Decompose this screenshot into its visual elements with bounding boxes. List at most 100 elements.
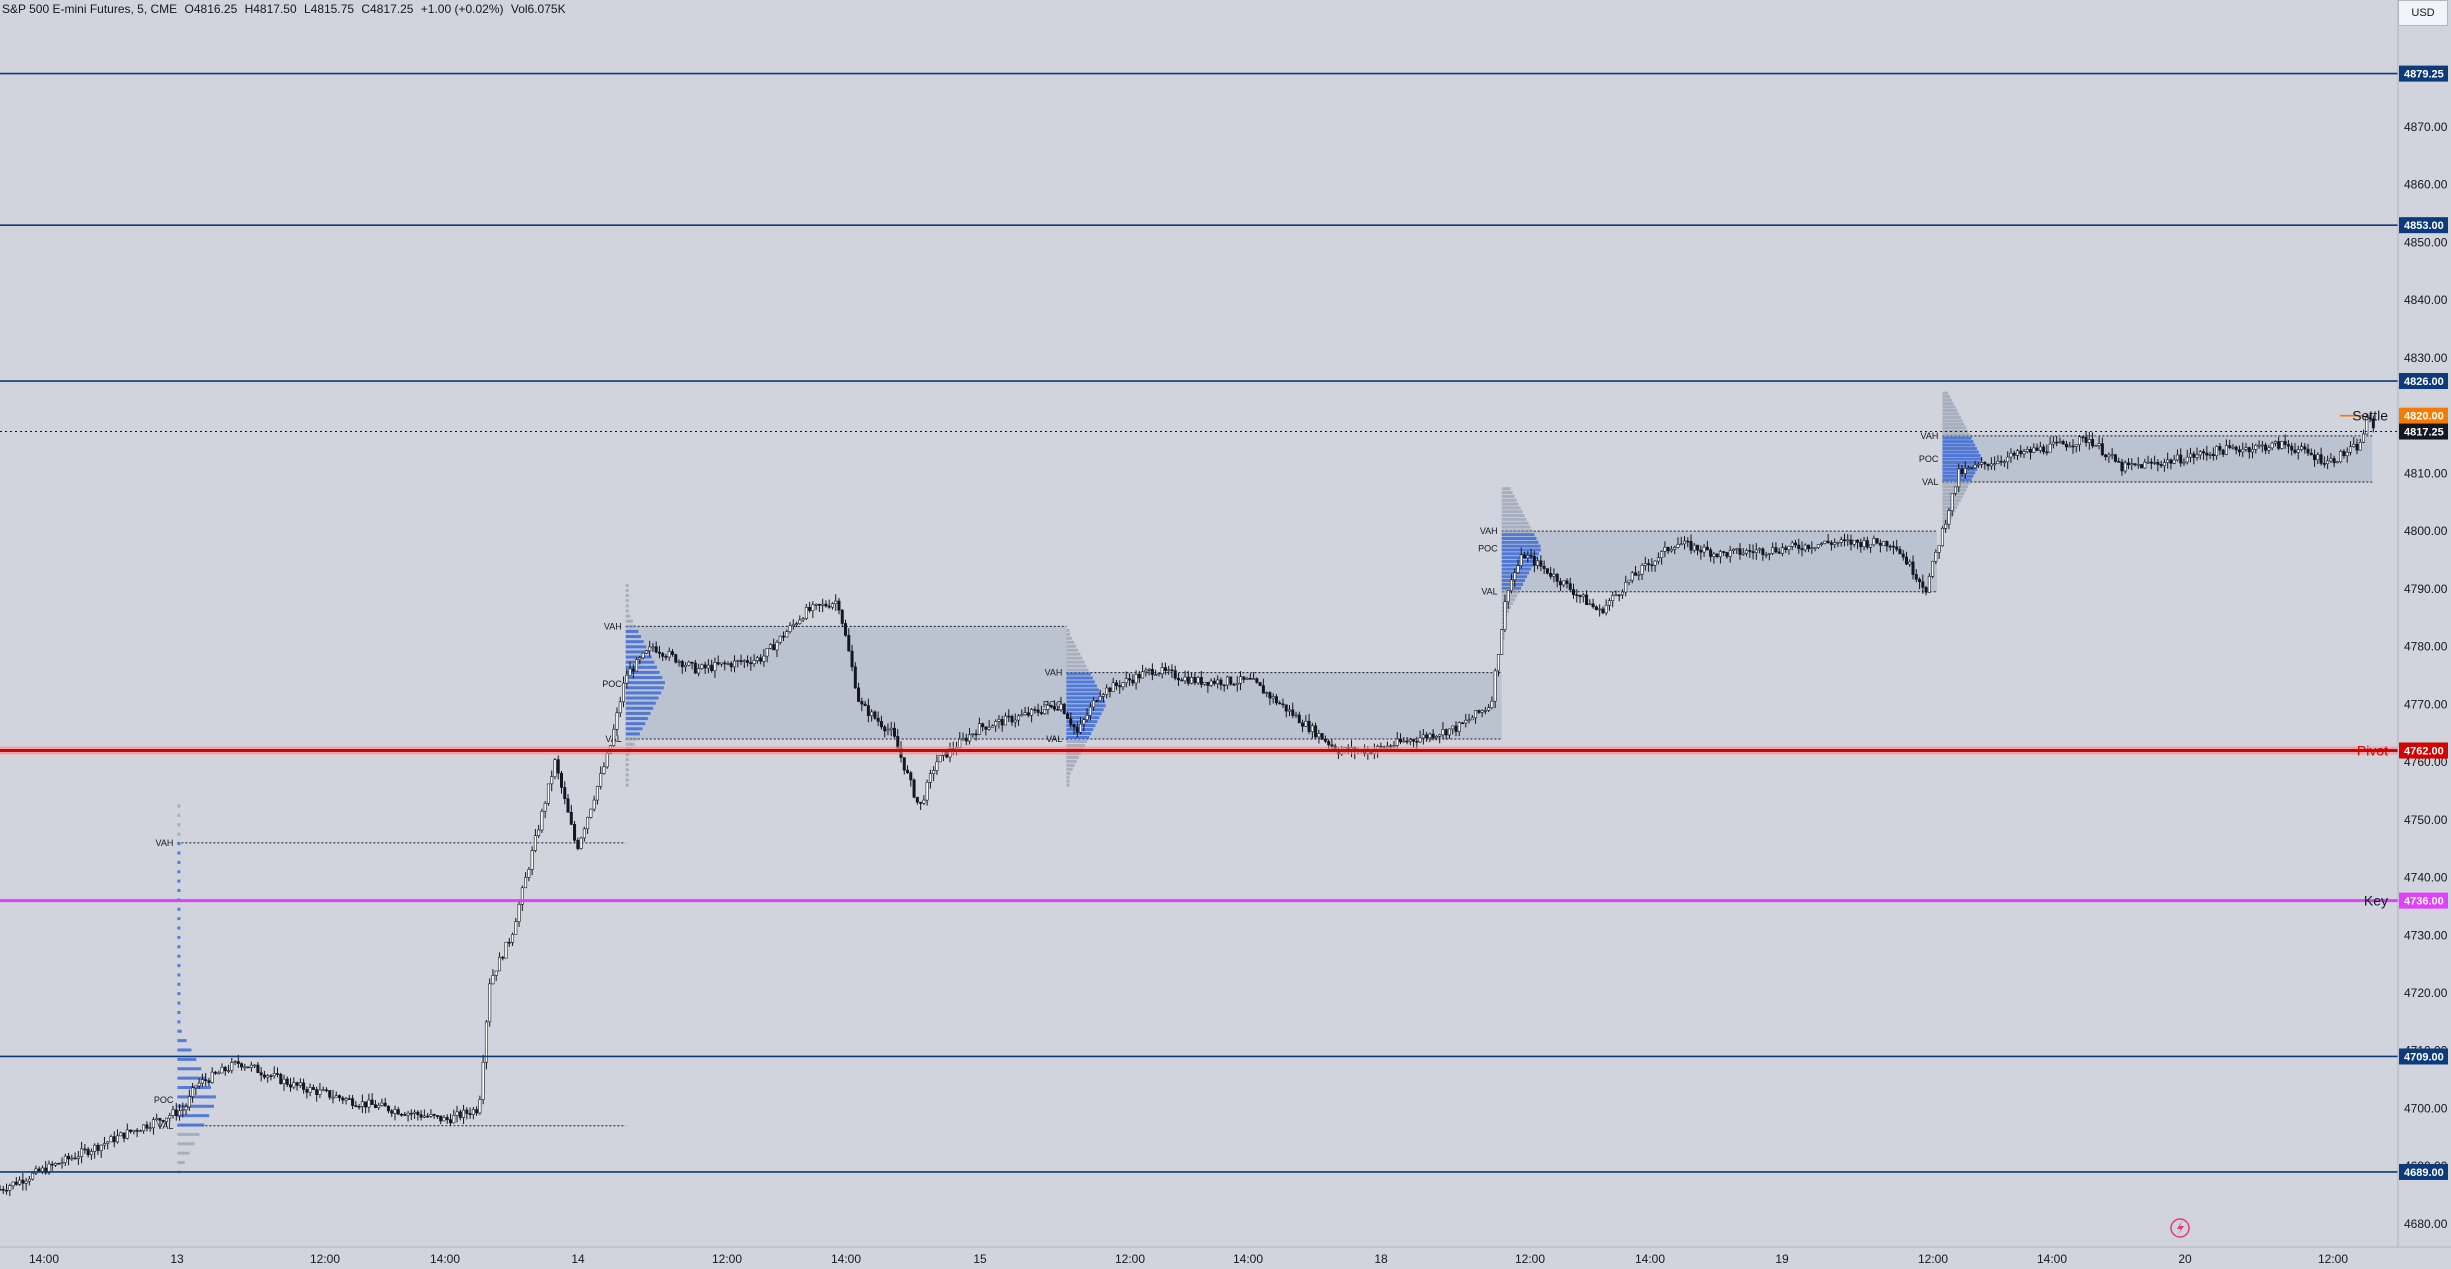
candle [44,1167,48,1174]
candle [1128,678,1132,681]
profile-bar [1501,563,1533,567]
candle [1934,552,1938,562]
profile-bar [177,804,181,808]
currency-button[interactable]: USD [2398,0,2448,26]
candle [1970,467,1974,469]
candle [484,1021,488,1063]
profile-bar [1942,440,1974,444]
time-tick-label: 14:00 [1233,1252,1263,1266]
candle [8,1185,12,1191]
profile-bar [1066,767,1073,771]
low-value: L4815.75 [303,2,355,16]
candle [932,770,936,774]
candle [217,1072,221,1075]
vah-label: VAH [604,621,622,631]
profile-bar [1942,457,1983,461]
candle [1715,553,1719,558]
candle [1310,725,1314,732]
candle [413,1111,417,1114]
profile-bar [1066,779,1070,783]
replay-lightning-icon[interactable] [2170,1218,2190,1238]
candle [1434,736,1438,739]
time-axis[interactable] [0,1247,2451,1269]
profile-bar [625,619,634,623]
candle [112,1136,116,1143]
candle [1634,572,1638,576]
candle [804,607,808,619]
candle [305,1089,309,1093]
candle [2006,456,2010,463]
candle [1509,579,1513,592]
candle [171,1109,175,1116]
symbol-name[interactable]: S&P 500 E-mini Futures, 5, CME [2,2,178,16]
candle [759,657,763,662]
candle [151,1119,155,1129]
candle [1150,668,1154,675]
candle [191,1087,195,1097]
candle [644,650,648,654]
candle [2362,433,2366,443]
candle [631,668,635,672]
lightning-glyph-icon [2177,1221,2184,1235]
candle [690,661,694,664]
candle [2224,445,2228,455]
price-tick-label: 4870.00 [2404,120,2448,134]
candle [1304,720,1308,727]
price-tick-label: 4850.00 [2404,235,2448,249]
candle [1072,724,1076,728]
price-tick-label: 4840.00 [2404,293,2448,307]
candle [628,668,632,676]
candle [416,1111,420,1115]
candle [458,1111,462,1118]
poc-label: POC [602,679,622,689]
candle [1833,542,1837,545]
candle [2091,439,2095,447]
candle [906,769,910,774]
candle [990,725,994,728]
candle [2205,452,2209,456]
candle [1513,572,1517,581]
candle [1689,541,1693,551]
price-tick-label: 4700.00 [2404,1101,2448,1115]
candle [249,1064,253,1068]
candle [674,654,678,663]
candle [2306,448,2310,454]
candle [138,1130,142,1133]
candle [2002,461,2006,464]
candle [1216,679,1220,684]
profile-bar [1066,716,1100,720]
candle [987,726,991,730]
profile-bar [177,1095,216,1099]
profile-bar [1066,692,1101,696]
candle [1147,668,1151,671]
candle [1640,565,1644,575]
candle [589,808,593,818]
candle [2329,458,2333,462]
candle [2012,452,2016,456]
candle [213,1071,217,1074]
profile-bar [1501,533,1535,537]
candle [1836,542,1840,544]
candle [1774,547,1778,553]
profile-bar [625,701,656,705]
candle [1748,550,1752,552]
profile-bar [1501,624,1505,628]
candle [1490,700,1494,708]
price-axis[interactable] [2398,0,2451,1247]
profile-bar [1942,447,1978,451]
candle [2342,451,2346,456]
profile-bar [177,935,181,939]
profile-bar [1942,436,1972,440]
price-tick-label: 4860.00 [2404,178,2448,192]
candle [403,1114,407,1116]
profile-bar [1501,540,1539,544]
candle [2045,451,2049,454]
candle [220,1066,224,1074]
candle [1895,546,1899,550]
candle [1441,729,1445,736]
open-value: O4816.25 [184,2,238,16]
candle [1758,548,1762,551]
profile-bar [1942,433,1970,437]
